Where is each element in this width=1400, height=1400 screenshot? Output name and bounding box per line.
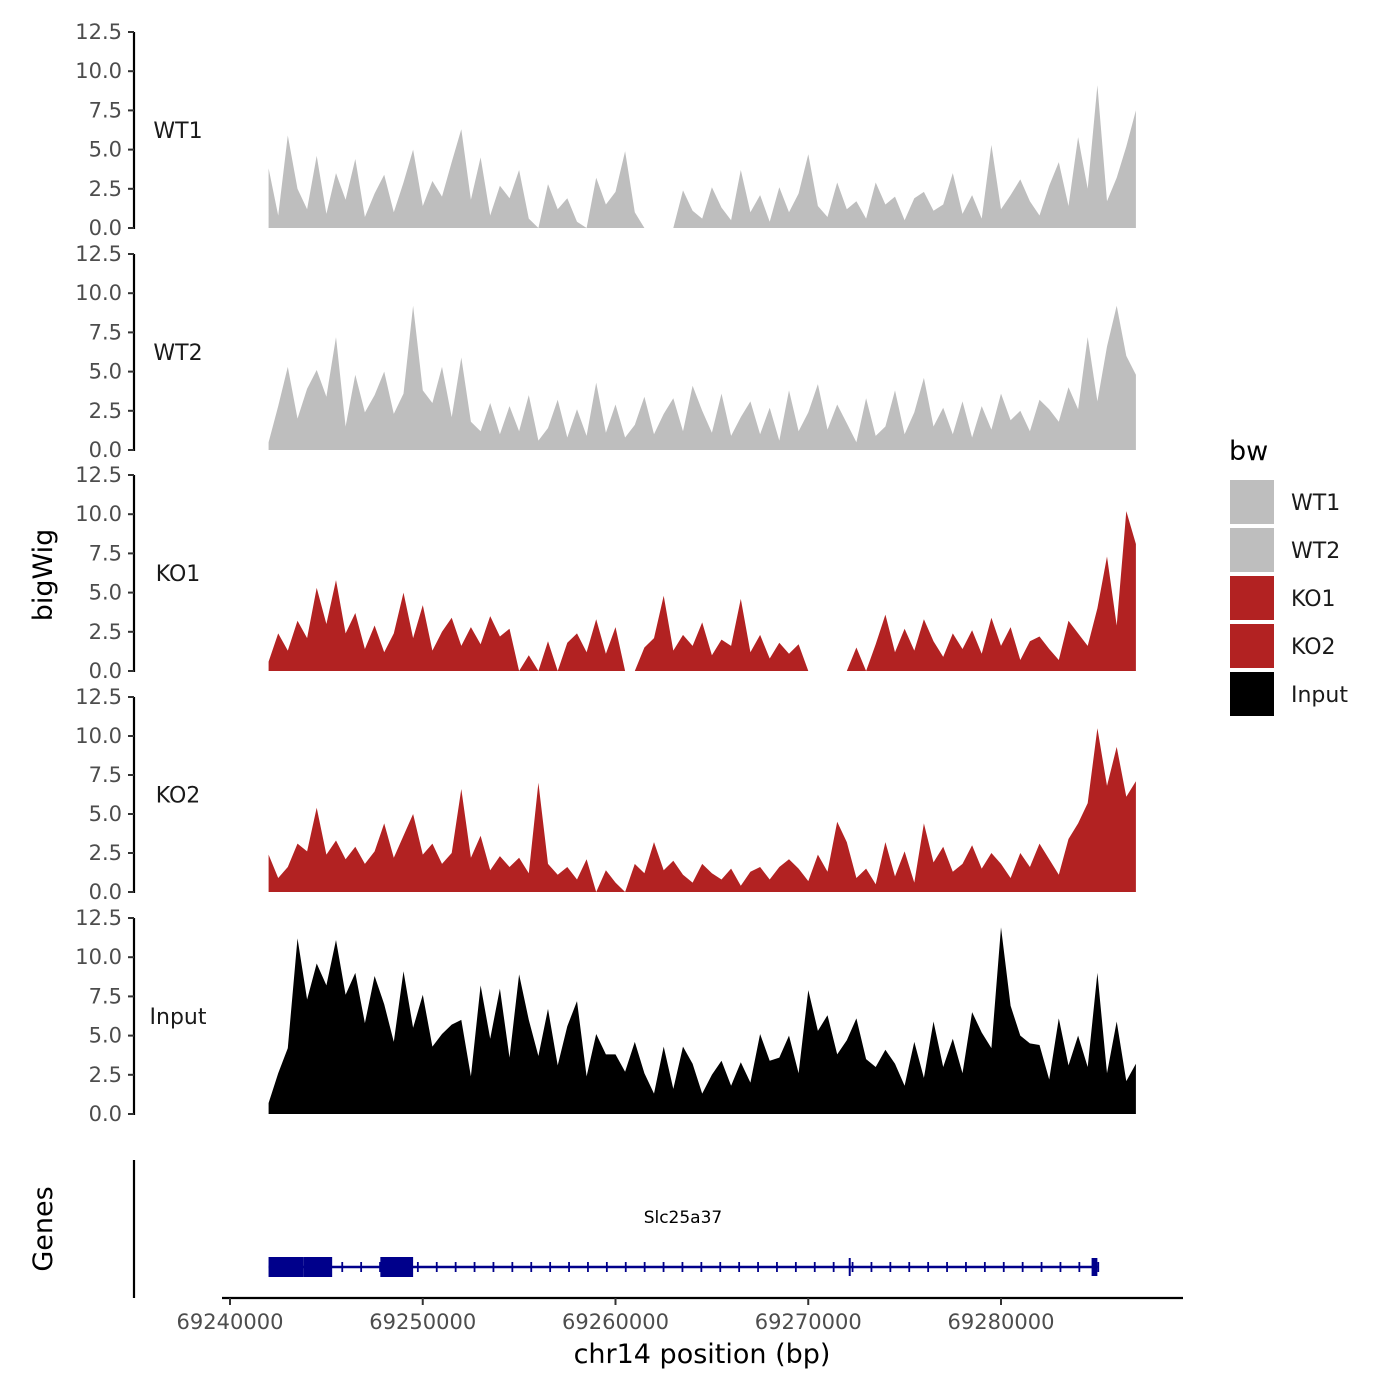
y-tick-label: 7.5	[89, 541, 122, 565]
y-tick-label: 7.5	[89, 763, 122, 787]
gene-exon	[268, 1257, 304, 1277]
y-tick-label: 2.5	[89, 399, 122, 423]
track-wt1: 0.0 2.5 5.0 7.5 10.0 12.5 WT1	[75, 20, 1136, 240]
genes-axis-title: Genes	[28, 1186, 59, 1271]
legend: bw WT1 WT2 KO1 KO2 Input	[1229, 436, 1348, 716]
y-axis-title: bigWig	[28, 529, 59, 622]
y-tick-label: 10.0	[75, 281, 122, 305]
track-label: KO2	[156, 784, 201, 809]
x-axis-title: chr14 position (bp)	[574, 1339, 831, 1370]
y-tick-label: 5.0	[89, 138, 122, 162]
genes-panel: Slc25a37	[132, 1160, 1100, 1298]
legend-key-ko2	[1230, 624, 1274, 668]
x-tick-label: 69240000	[177, 1310, 284, 1334]
y-tick-label: 7.5	[89, 320, 122, 344]
signal-area-wt1	[268, 85, 1136, 228]
track-label: Input	[150, 1005, 207, 1030]
y-tick-label: 5.0	[89, 581, 122, 605]
track-ko1: 0.0 2.5 5.0 7.5 10.0 12.5 KO1	[75, 463, 1136, 683]
y-tick-label: 10.0	[75, 724, 122, 748]
y-tick-label: 2.5	[89, 620, 122, 644]
y-tick-label: 2.5	[89, 177, 122, 201]
y-tick-label: 0.0	[89, 438, 122, 462]
gene-exon	[303, 1257, 333, 1277]
y-tick-label: 7.5	[89, 984, 122, 1008]
y-tick-label: 5.0	[89, 360, 122, 384]
y-tick-label: 10.0	[75, 502, 122, 526]
x-tick-label: 69250000	[369, 1310, 476, 1334]
y-tick-label: 5.0	[89, 802, 122, 826]
legend-label-ko1: KO1	[1291, 587, 1336, 612]
signal-area-ko2	[268, 728, 1136, 892]
legend-title: bw	[1229, 436, 1268, 467]
signal-area-ko1	[268, 511, 1136, 671]
legend-key-ko1	[1230, 576, 1274, 620]
x-tick-label: 69260000	[562, 1310, 669, 1334]
legend-label-ko2: KO2	[1291, 635, 1336, 660]
track-label: WT2	[153, 341, 202, 366]
legend-label-wt2: WT2	[1291, 539, 1340, 564]
signal-area-wt2	[268, 305, 1136, 450]
track-ko2: 0.0 2.5 5.0 7.5 10.0 12.5 KO2	[75, 685, 1136, 904]
signal-area-input	[268, 927, 1136, 1114]
gene-exon	[1091, 1258, 1098, 1276]
x-tick-label: 69280000	[948, 1310, 1055, 1334]
bigwig-tracks: 0.0 2.5 5.0 7.5 10.0 12.5 WT1 0.0 2.5 5.0 7.5 10.0 1…	[75, 20, 1136, 1126]
y-tick-label: 0.0	[89, 216, 122, 240]
legend-label-wt1: WT1	[1291, 491, 1340, 516]
legend-key-input	[1230, 672, 1274, 716]
y-tick-label: 12.5	[75, 906, 122, 930]
y-tick-label: 12.5	[75, 20, 122, 44]
gene-exon	[380, 1257, 414, 1277]
legend-key-wt1	[1230, 480, 1274, 524]
track-wt2: 0.0 2.5 5.0 7.5 10.0 12.5 WT2	[75, 242, 1136, 462]
y-tick-label: 7.5	[89, 98, 122, 122]
y-tick-label: 5.0	[89, 1024, 122, 1048]
y-tick-label: 12.5	[75, 242, 122, 266]
y-tick-label: 10.0	[75, 59, 122, 83]
legend-key-wt2	[1230, 528, 1274, 572]
y-tick-label: 12.5	[75, 685, 122, 709]
x-tick-label: 69270000	[755, 1310, 862, 1334]
y-tick-label: 0.0	[89, 880, 122, 904]
track-label: WT1	[153, 119, 202, 144]
gene-slc25a37: Slc25a37	[268, 1208, 1100, 1277]
x-axis: 69240000 69250000 69260000 69270000 69280000	[177, 1296, 1183, 1334]
gene-exon	[848, 1258, 851, 1276]
y-tick-label: 10.0	[75, 945, 122, 969]
y-tick-label: 2.5	[89, 1063, 122, 1087]
track-label: KO1	[156, 562, 201, 587]
track-input: 0.0 2.5 5.0 7.5 10.0 12.5 Input	[75, 906, 1136, 1126]
y-tick-label: 0.0	[89, 1102, 122, 1126]
y-tick-label: 12.5	[75, 463, 122, 487]
y-tick-label: 2.5	[89, 841, 122, 865]
y-tick-label: 0.0	[89, 659, 122, 683]
legend-label-input: Input	[1291, 683, 1348, 708]
gene-label: Slc25a37	[644, 1208, 723, 1228]
